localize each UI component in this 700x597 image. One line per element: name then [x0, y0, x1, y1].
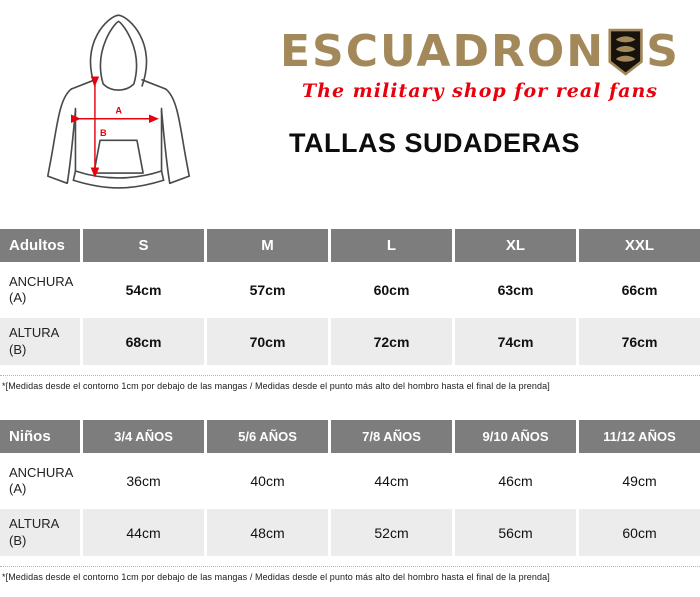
measurement-cell: 52cm — [331, 509, 452, 556]
adults-size-table: Adultos S M L XL XXL ANCHURA (A) 54cm 57… — [0, 226, 700, 368]
age-col-header: 9/10 AÑOS — [455, 420, 576, 453]
size-tables: Adultos S M L XL XXL ANCHURA (A) 54cm 57… — [0, 226, 700, 582]
size-col-header: L — [331, 229, 452, 262]
measurement-cell: 44cm — [83, 509, 204, 556]
adults-footnote: *[Medidas desde el contorno 1cm por deba… — [0, 375, 700, 391]
measurement-cell: 72cm — [331, 318, 452, 365]
size-col-header: M — [207, 229, 328, 262]
row-label-text: ANCHURA — [9, 464, 74, 480]
measurement-cell: 66cm — [579, 265, 700, 315]
row-label-sub: (A) — [9, 290, 27, 305]
table-row: ANCHURA (A) 36cm 40cm 44cm 46cm 49cm — [0, 456, 700, 506]
measurement-cell: 76cm — [579, 318, 700, 365]
age-col-header: 7/8 AÑOS — [331, 420, 452, 453]
row-label-text: ALTURA — [9, 325, 60, 341]
table-row: ALTURA (B) 44cm 48cm 52cm 56cm 60cm — [0, 509, 700, 556]
row-label-sub: (B) — [9, 341, 27, 357]
kids-section: Niños 3/4 AÑOS 5/6 AÑOS 7/8 AÑOS 9/10 AÑ… — [0, 417, 700, 582]
size-col-header: XL — [455, 229, 576, 262]
kids-size-table: Niños 3/4 AÑOS 5/6 AÑOS 7/8 AÑOS 9/10 AÑ… — [0, 417, 700, 559]
brand-tagline: The military shop for real fans — [302, 80, 658, 102]
measurement-cell: 70cm — [207, 318, 328, 365]
size-col-header: XXL — [579, 229, 700, 262]
hoodie-illustration-icon: A B — [46, 14, 191, 189]
measurement-cell: 44cm — [331, 456, 452, 506]
kids-corner-header: Niños — [0, 420, 80, 453]
row-label: ANCHURA (A) — [0, 456, 80, 506]
brand-wordmark: ESCUADRON S — [280, 26, 680, 78]
measure-b-label: B — [100, 128, 107, 138]
row-label: ALTURA (B) — [0, 509, 80, 556]
page-title: TALLAS SUDADERAS — [289, 128, 580, 158]
row-label: ANCHURA (A) — [0, 265, 80, 315]
table-row: ANCHURA (A) 54cm 57cm 60cm 63cm 66cm — [0, 265, 700, 315]
measurement-cell: 68cm — [83, 318, 204, 365]
row-label-text: ANCHURA — [9, 273, 74, 289]
measurement-cell: 60cm — [331, 265, 452, 315]
row-label: ALTURA (B) — [0, 318, 80, 365]
row-label-sub: (B) — [9, 532, 27, 548]
age-col-header: 11/12 AÑOS — [579, 420, 700, 453]
age-col-header: 3/4 AÑOS — [83, 420, 204, 453]
measurement-cell: 57cm — [207, 265, 328, 315]
age-col-header: 5/6 AÑOS — [207, 420, 328, 453]
measure-a-label: A — [115, 106, 122, 116]
brand-text-suffix: S — [646, 26, 680, 77]
measurement-cell: 60cm — [579, 509, 700, 556]
size-col-header: S — [83, 229, 204, 262]
measurement-cell: 49cm — [579, 456, 700, 506]
adults-header-row: Adultos S M L XL XXL — [0, 229, 700, 262]
measurement-cell: 40cm — [207, 456, 328, 506]
measurement-cell: 48cm — [207, 509, 328, 556]
brand-logo: ESCUADRON S The military shop for real f… — [280, 26, 680, 102]
hoodie-diagram: A B — [16, 6, 221, 211]
measurement-cell: 63cm — [455, 265, 576, 315]
measurement-cell: 74cm — [455, 318, 576, 365]
table-row: ALTURA (B) 68cm 70cm 72cm 74cm 76cm — [0, 318, 700, 365]
rank-badge-icon — [608, 28, 643, 76]
kids-footnote: *[Medidas desde el contorno 1cm por deba… — [0, 566, 700, 582]
row-label-sub: (A) — [9, 481, 27, 496]
brand-text-prefix: ESCUADRON — [280, 26, 606, 77]
kids-header-row: Niños 3/4 AÑOS 5/6 AÑOS 7/8 AÑOS 9/10 AÑ… — [0, 420, 700, 453]
measurement-cell: 56cm — [455, 509, 576, 556]
measurement-cell: 46cm — [455, 456, 576, 506]
measurement-cell: 54cm — [83, 265, 204, 315]
adults-corner-header: Adultos — [0, 229, 80, 262]
row-label-text: ALTURA — [9, 516, 60, 532]
measurement-cell: 36cm — [83, 456, 204, 506]
